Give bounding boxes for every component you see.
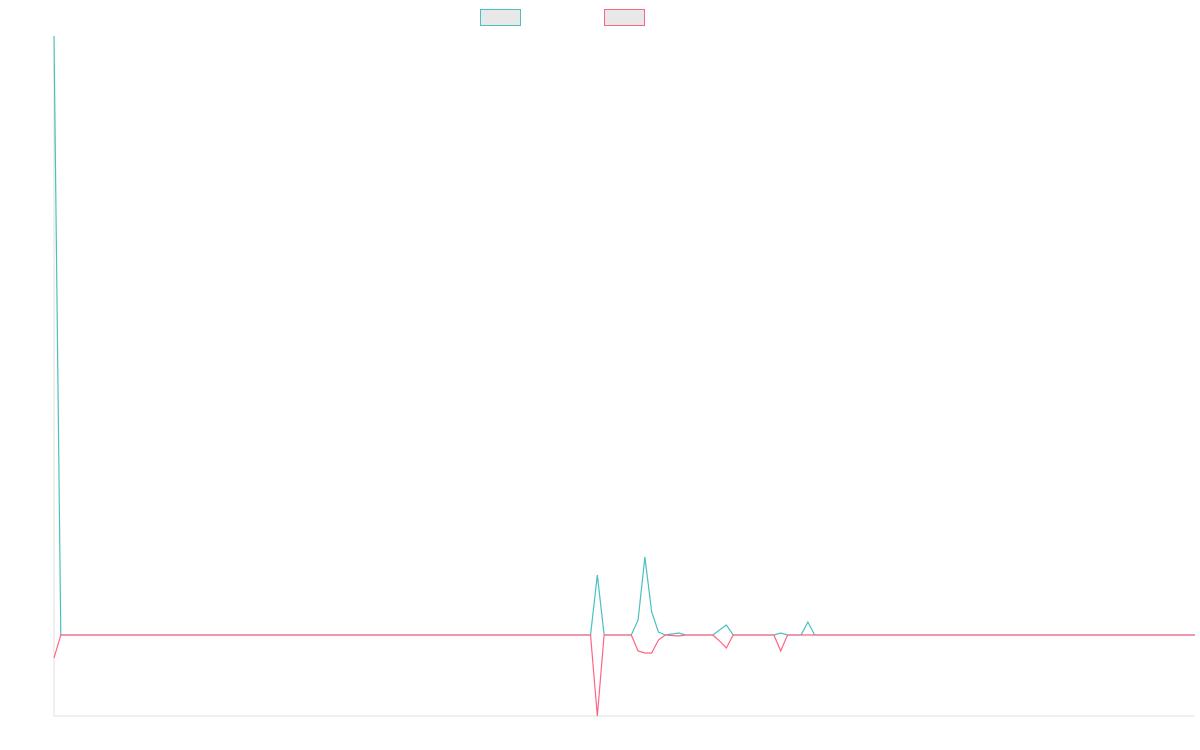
series-line (53, 634, 1195, 717)
legend-swatch (604, 9, 645, 26)
series-line (53, 35, 1195, 636)
legend-swatch (480, 9, 521, 26)
